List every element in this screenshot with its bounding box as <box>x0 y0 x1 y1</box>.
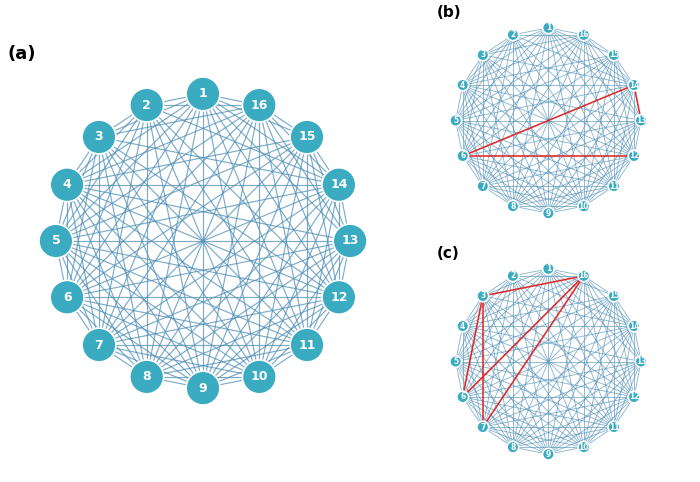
Circle shape <box>477 421 489 433</box>
Circle shape <box>50 168 84 201</box>
Circle shape <box>507 29 519 40</box>
Circle shape <box>608 180 620 192</box>
Circle shape <box>477 290 489 302</box>
Text: 16: 16 <box>579 271 589 281</box>
Circle shape <box>457 391 468 403</box>
Circle shape <box>450 115 461 126</box>
Circle shape <box>507 201 519 212</box>
Circle shape <box>242 360 276 394</box>
Text: 10: 10 <box>251 370 268 383</box>
Text: 11: 11 <box>609 423 620 431</box>
Circle shape <box>290 328 324 362</box>
Text: 12: 12 <box>629 392 639 402</box>
Text: 4: 4 <box>63 178 71 191</box>
Circle shape <box>635 356 647 367</box>
Text: 1: 1 <box>546 264 551 273</box>
Circle shape <box>542 263 554 275</box>
Text: 2: 2 <box>510 30 515 40</box>
Circle shape <box>186 77 220 111</box>
Circle shape <box>628 391 640 403</box>
Circle shape <box>507 442 519 453</box>
Text: 16: 16 <box>251 99 268 112</box>
Circle shape <box>322 168 356 201</box>
Text: 9: 9 <box>546 450 551 459</box>
Text: 11: 11 <box>609 182 620 190</box>
Text: 2: 2 <box>510 271 515 281</box>
Text: 6: 6 <box>460 151 466 161</box>
Circle shape <box>130 360 164 394</box>
Circle shape <box>457 320 468 332</box>
Text: 15: 15 <box>609 292 619 300</box>
Text: 13: 13 <box>342 235 359 247</box>
Text: 2: 2 <box>142 99 151 112</box>
Circle shape <box>290 120 324 154</box>
Text: 4: 4 <box>460 80 466 90</box>
Circle shape <box>542 448 554 460</box>
Text: 12: 12 <box>330 291 348 304</box>
Circle shape <box>628 79 640 91</box>
Circle shape <box>542 22 554 34</box>
Circle shape <box>628 320 640 332</box>
Text: 7: 7 <box>94 338 104 351</box>
Text: 8: 8 <box>510 201 516 211</box>
Text: 7: 7 <box>480 423 486 431</box>
Circle shape <box>450 356 461 367</box>
Text: (c): (c) <box>437 246 460 261</box>
Circle shape <box>628 150 640 162</box>
Text: 1: 1 <box>199 87 207 100</box>
Circle shape <box>542 207 554 219</box>
Text: 16: 16 <box>579 30 589 40</box>
Text: 14: 14 <box>629 80 639 90</box>
Text: 6: 6 <box>63 291 71 304</box>
Circle shape <box>50 281 84 314</box>
Text: (b): (b) <box>437 5 462 20</box>
Circle shape <box>477 49 489 61</box>
Text: 3: 3 <box>480 51 485 59</box>
Circle shape <box>608 290 620 302</box>
Text: (a): (a) <box>8 45 36 63</box>
Circle shape <box>477 180 489 192</box>
Text: 7: 7 <box>480 182 486 190</box>
Circle shape <box>578 29 589 40</box>
Circle shape <box>578 201 589 212</box>
Circle shape <box>608 421 620 433</box>
Circle shape <box>578 442 589 453</box>
Text: 14: 14 <box>330 178 348 191</box>
Circle shape <box>39 224 73 258</box>
Circle shape <box>608 49 620 61</box>
Text: 6: 6 <box>460 392 466 402</box>
Text: 15: 15 <box>298 131 316 144</box>
Text: 8: 8 <box>142 370 151 383</box>
Text: 14: 14 <box>629 321 639 331</box>
Text: 9: 9 <box>199 382 207 395</box>
Text: 3: 3 <box>480 292 485 300</box>
Text: 4: 4 <box>460 321 466 331</box>
Text: 11: 11 <box>298 338 316 351</box>
Circle shape <box>457 79 468 91</box>
Text: 8: 8 <box>510 442 516 452</box>
Circle shape <box>578 270 589 281</box>
Circle shape <box>82 120 116 154</box>
Circle shape <box>635 115 647 126</box>
Circle shape <box>242 88 276 122</box>
Text: 13: 13 <box>636 116 646 125</box>
Text: 9: 9 <box>546 209 551 218</box>
Text: 3: 3 <box>94 131 104 144</box>
Circle shape <box>130 88 164 122</box>
Text: 5: 5 <box>453 357 459 366</box>
Text: 12: 12 <box>629 151 639 161</box>
Circle shape <box>457 150 468 162</box>
Circle shape <box>186 371 220 405</box>
Circle shape <box>333 224 367 258</box>
Circle shape <box>82 328 116 362</box>
Text: 15: 15 <box>609 51 619 59</box>
Text: 5: 5 <box>453 116 459 125</box>
Text: 10: 10 <box>579 442 589 452</box>
Circle shape <box>507 270 519 281</box>
Circle shape <box>322 281 356 314</box>
Text: 10: 10 <box>579 201 589 211</box>
Text: 13: 13 <box>636 357 646 366</box>
Text: 5: 5 <box>52 235 60 247</box>
Text: 1: 1 <box>546 23 551 32</box>
